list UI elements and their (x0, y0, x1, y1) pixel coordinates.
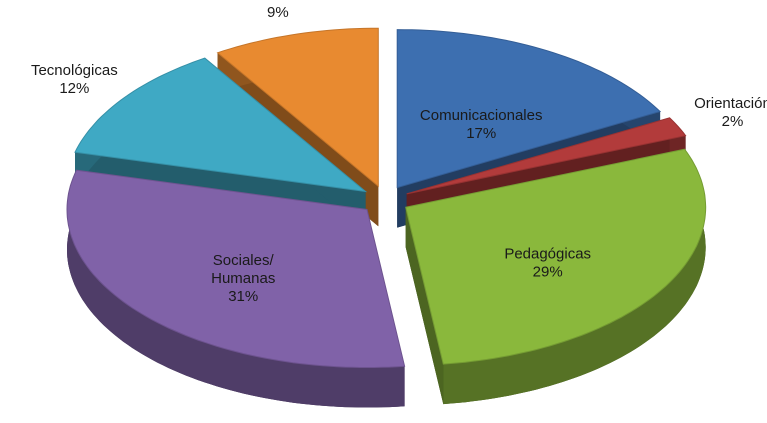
slice-value-label: 29% (533, 264, 563, 281)
slice-top (396, 29, 662, 189)
slice-side (405, 207, 444, 405)
slice (405, 148, 707, 405)
slice-top (74, 57, 368, 193)
slice-value-label: 17% (466, 125, 496, 142)
slice-value-label: 2% (722, 113, 744, 130)
slice-label-line: Humanas (211, 270, 275, 287)
slice-label: Orientación (694, 95, 767, 112)
slice-value-label: 12% (59, 80, 89, 97)
slice (66, 169, 406, 408)
slice-top (405, 148, 707, 365)
slice-top (216, 27, 379, 188)
slice-value-label: 9% (267, 4, 289, 21)
slice-label: Pedagógicas (504, 246, 591, 263)
slice-label: Comunicacionales (420, 107, 543, 124)
slice-wall (443, 149, 706, 405)
slice-wall (67, 170, 405, 408)
slice-label-line: Sociales/ (213, 252, 275, 269)
slice-label: Tecnológicas (31, 62, 118, 79)
slice-top (66, 169, 406, 368)
slice-label: Gestión/Directivas (217, 0, 339, 3)
slice-top (406, 117, 687, 195)
slice-value-label: 31% (228, 288, 258, 305)
slice-label: Sociales/Humanas (211, 252, 275, 287)
